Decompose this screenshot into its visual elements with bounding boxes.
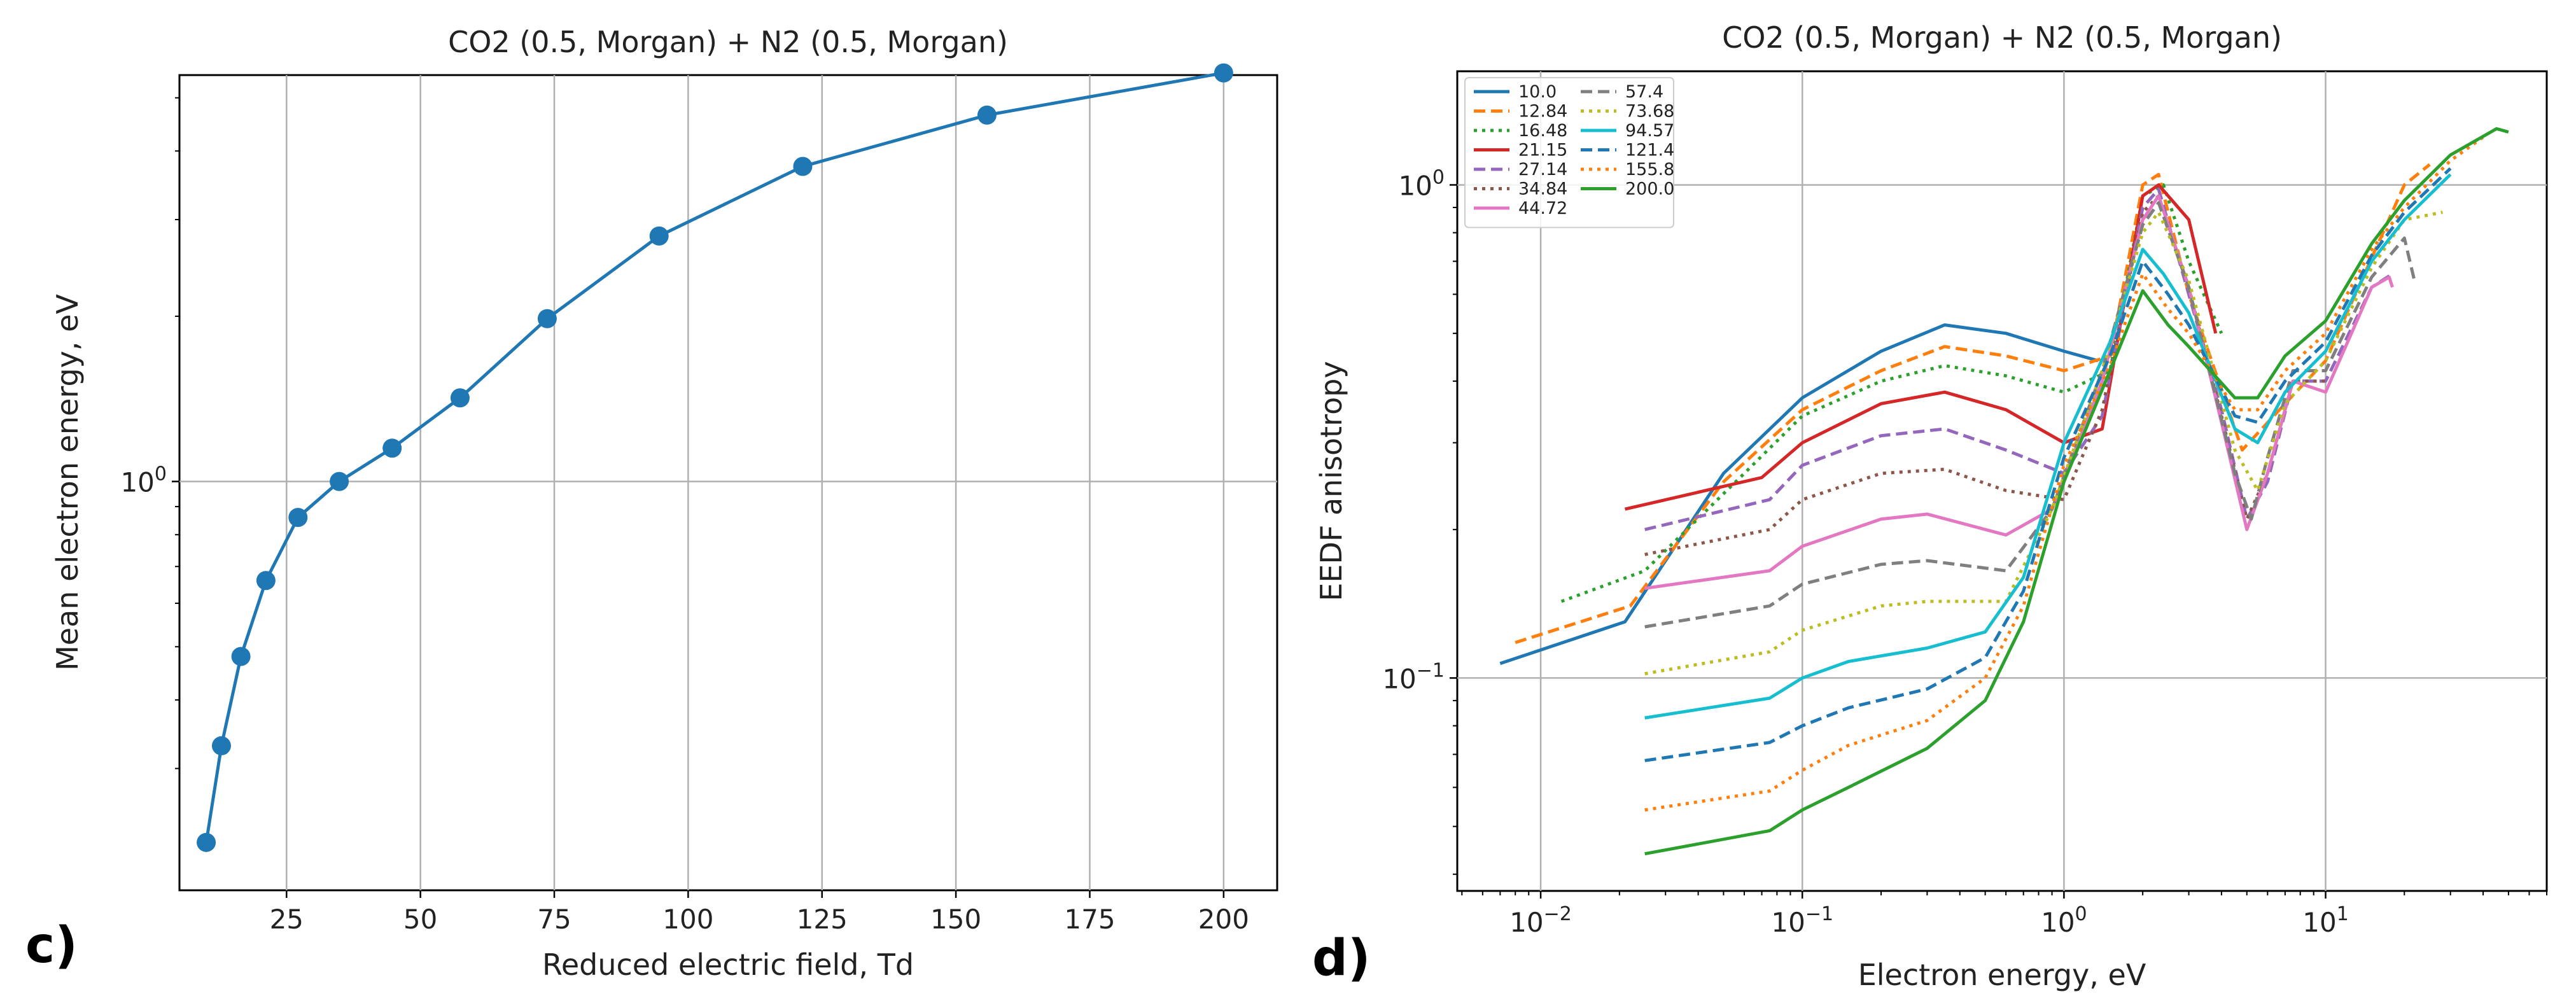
chart-c-ticks: 25 50 75 100 125 150 175 200 100	[120, 97, 1249, 935]
chart-d-legend-label: 10.0	[1518, 82, 1557, 102]
chart-c-plot-area	[178, 74, 1278, 892]
chart-d-legend-label: 27.14	[1518, 160, 1567, 179]
chart-d-xlabel: Electron energy, eV	[1858, 958, 2146, 992]
chart-c: 25 50 75 100 125 150 175 200 100 CO2 (0.5, Morga…	[25, 25, 1278, 982]
chart-c-point	[382, 438, 402, 458]
chart-c-grid	[179, 75, 1277, 890]
chart-c-ytick-label: 100	[120, 463, 167, 498]
chart-d-xtick-label: 100	[2041, 903, 2087, 938]
chart-d-legend-label: 34.84	[1518, 179, 1567, 199]
chart-d-legend-box	[1464, 77, 1674, 228]
chart-d-ticks: 10−2 10−1 100 101 10−1 100	[1382, 167, 2547, 938]
chart-c-point	[288, 508, 308, 528]
chart-c-point	[330, 472, 349, 491]
chart-d-legend-label: 73.68	[1625, 102, 1674, 122]
chart-c-xtick-label: 75	[537, 904, 571, 935]
chart-c-xtick-label: 100	[662, 904, 713, 935]
chart-c-point	[450, 388, 470, 408]
chart-d-series-21-15	[1624, 183, 2218, 511]
chart-d-series-16-48	[1560, 183, 2223, 603]
chart-d-ylabel: EEDF anisotropy	[1314, 361, 1348, 601]
chart-c-xtick-label: 150	[930, 904, 981, 935]
chart-d-legend-label: 200.0	[1625, 179, 1674, 199]
chart-d-series-94-57	[1644, 173, 2452, 720]
chart-c-point	[197, 832, 216, 852]
chart-d-xtick-label: 101	[2302, 903, 2349, 938]
chart-c-xtick-label: 25	[270, 904, 304, 935]
chart-c-xlabel: Reduced electric field, Td	[542, 948, 914, 982]
chart-c-ylabel: Mean electron energy, eV	[50, 294, 85, 671]
panel-label-c: c)	[25, 917, 78, 974]
chart-d-ytick-label: 10−1	[1382, 659, 1445, 694]
chart-d-series-73-68	[1644, 211, 2443, 676]
chart-c-point	[977, 105, 997, 125]
chart-d-legend-label: 57.4	[1625, 82, 1663, 102]
chart-d: 10−2 10−1 100 101 10−1 100 10.012.8416.4821.1…	[1312, 20, 2548, 992]
chart-d-legend-label: 12.84	[1518, 102, 1567, 122]
chart-c-xtick-label: 125	[797, 904, 848, 935]
chart-d-xtick-label: 10−1	[1771, 903, 1833, 938]
chart-d-series-10-0	[1499, 323, 2099, 666]
chart-c-title: CO2 (0.5, Morgan) + N2 (0.5, Morgan)	[448, 25, 1008, 59]
chart-d-series-155-8	[1644, 136, 2484, 812]
chart-c-point	[649, 226, 669, 246]
chart-c-xtick-label: 200	[1198, 904, 1249, 935]
chart-d-series-57-4	[1644, 201, 2417, 629]
chart-c-point	[793, 157, 813, 176]
chart-d-ytick-label: 100	[1398, 167, 1445, 202]
chart-c-xtick-label: 50	[403, 904, 437, 935]
chart-d-series-44-72	[1644, 194, 2394, 590]
chart-d-series-121-4	[1644, 167, 2452, 762]
chart-c-point	[537, 309, 557, 328]
chart-d-series-27-14	[1644, 187, 2393, 531]
chart-c-point	[231, 647, 251, 666]
chart-d-grid	[1457, 71, 2547, 891]
chart-d-legend-label: 155.8	[1625, 160, 1674, 179]
chart-d-title: CO2 (0.5, Morgan) + N2 (0.5, Morgan)	[1722, 20, 2282, 55]
chart-c-series	[197, 63, 1233, 852]
chart-d-series	[1499, 127, 2509, 856]
chart-d-legend-label: 44.72	[1518, 199, 1567, 218]
chart-d-series-200-0	[1644, 127, 2509, 856]
chart-c-point	[256, 571, 276, 591]
chart-c-point	[211, 736, 231, 755]
chart-d-legend-label: 121.4	[1625, 141, 1674, 160]
chart-d-legend-label: 94.57	[1625, 121, 1674, 141]
chart-d-legend-label: 16.48	[1518, 121, 1567, 141]
chart-c-xtick-label: 175	[1064, 904, 1115, 935]
panel-label-d: d)	[1312, 930, 1370, 987]
chart-d-xtick-label: 10−2	[1509, 903, 1572, 938]
chart-c-point	[1214, 63, 1233, 83]
chart-d-legend-label: 21.15	[1518, 141, 1567, 160]
